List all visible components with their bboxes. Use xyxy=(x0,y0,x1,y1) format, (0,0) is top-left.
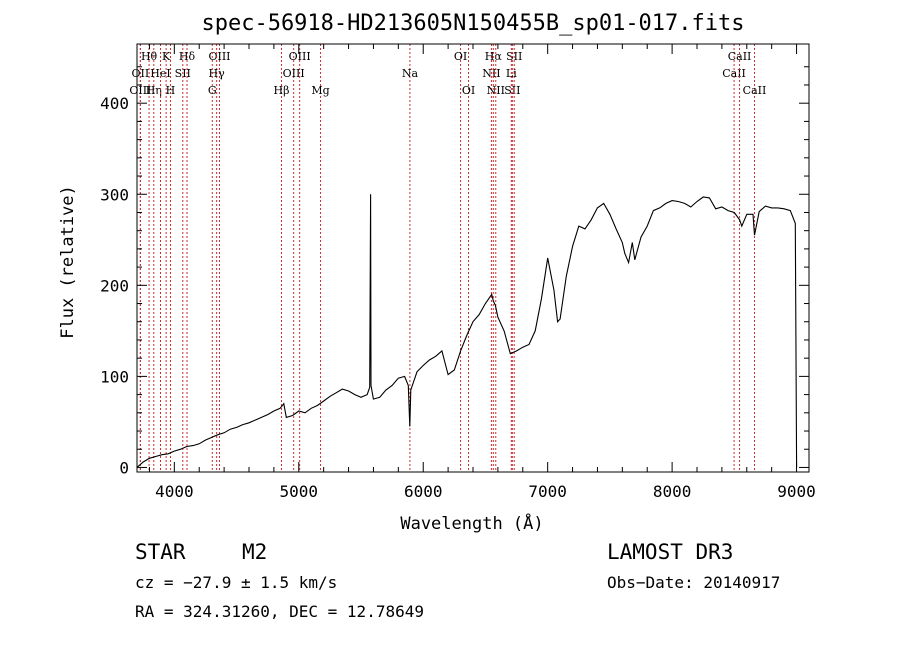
line-label-24: Li xyxy=(506,67,517,80)
y-tick-label-100: 100 xyxy=(100,367,129,386)
ra-dec-coordinates: RA = 324.31260, DEC = 12.78649 xyxy=(135,602,424,621)
x-tick-label-4000: 4000 xyxy=(155,482,194,501)
line-label-9: OIII xyxy=(208,50,230,63)
x-tick-label-6000: 6000 xyxy=(404,482,443,501)
line-label-27: CaII xyxy=(743,84,767,97)
y-tick-label-200: 200 xyxy=(100,276,129,295)
line-label-18: OI xyxy=(462,84,475,97)
y-tick-label-300: 300 xyxy=(100,185,129,204)
line-label-2: OIII xyxy=(129,84,151,97)
x-axis-label: Wavelength (Å) xyxy=(400,512,543,534)
y-axis-label: Flux (relative) xyxy=(58,185,78,339)
line-label-20: Hα xyxy=(485,50,503,63)
line-label-5: HeI xyxy=(150,67,170,80)
line-label-16: Na xyxy=(402,67,419,80)
x-tick-label-8000: 8000 xyxy=(653,482,692,501)
spectrum-line xyxy=(136,194,798,468)
line-label-13: OIII xyxy=(283,67,305,80)
line-label-19: NII xyxy=(482,67,500,80)
line-label-22: SII xyxy=(504,84,520,97)
object-subclass: M2 xyxy=(242,540,268,564)
object-class: STAR xyxy=(135,540,186,564)
line-label-4: K xyxy=(162,50,171,63)
line-label-3: Hη xyxy=(146,84,162,97)
line-label-10: Hγ xyxy=(209,67,226,80)
plot-frame xyxy=(136,43,810,473)
y-tick-label-0: 0 xyxy=(119,458,129,477)
redshift-cz: cz = −27.9 ± 1.5 km/s xyxy=(135,573,338,592)
line-label-14: OIII xyxy=(289,50,311,63)
line-label-23: SII xyxy=(506,50,522,63)
x-tick-label-9000: 9000 xyxy=(777,482,816,501)
line-label-6: H xyxy=(166,84,176,97)
x-tick-label-7000: 7000 xyxy=(528,482,567,501)
axis-ticks: 4000 5000 6000 7000 8000 9000 0 100 200 300 400 xyxy=(100,44,816,501)
chart-title: spec-56918-HD213605N150455B_sp01-017.fit… xyxy=(201,11,744,36)
line-label-26: CaII xyxy=(728,50,752,63)
observation-date: Obs−Date: 20140917 xyxy=(607,573,781,592)
line-label-21: NII xyxy=(487,84,505,97)
y-tick-label-400: 400 xyxy=(100,94,129,113)
line-label-0: Hθ xyxy=(141,50,158,63)
line-label-7: Hδ xyxy=(179,50,196,63)
survey-name: LAMOST DR3 xyxy=(607,540,734,564)
line-label-12: Hβ xyxy=(274,84,290,97)
line-label-17: OI xyxy=(454,50,467,63)
x-tick-label-5000: 5000 xyxy=(280,482,319,501)
line-label-8: SII xyxy=(175,67,191,80)
line-label-15: Mg xyxy=(311,84,329,97)
line-label-11: G xyxy=(208,84,217,97)
line-label-25: CaII xyxy=(722,67,746,80)
